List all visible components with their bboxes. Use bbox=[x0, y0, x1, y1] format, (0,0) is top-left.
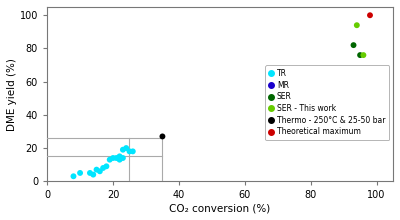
Point bbox=[360, 53, 367, 57]
X-axis label: CO₂ conversion (%): CO₂ conversion (%) bbox=[170, 203, 271, 213]
Point bbox=[93, 168, 100, 171]
Point bbox=[120, 156, 126, 160]
Point bbox=[103, 165, 110, 168]
Legend: TR, MR, SER, SER - This work, Thermo - 250°C & 25-50 bar, Theoretical maximum: TR, MR, SER, SER - This work, Thermo - 2… bbox=[266, 65, 389, 140]
Point bbox=[268, 88, 274, 92]
Point bbox=[350, 43, 357, 47]
Point bbox=[120, 148, 126, 151]
Point bbox=[159, 135, 166, 138]
Point bbox=[70, 174, 77, 178]
Point bbox=[367, 13, 373, 17]
Point bbox=[130, 150, 136, 153]
Point bbox=[116, 158, 123, 161]
Point bbox=[116, 155, 123, 158]
Point bbox=[77, 171, 83, 175]
Point bbox=[97, 170, 103, 173]
Point bbox=[123, 146, 129, 150]
Point bbox=[357, 53, 363, 57]
Point bbox=[87, 171, 93, 175]
Point bbox=[354, 24, 360, 27]
Point bbox=[126, 150, 133, 153]
Y-axis label: DME yield (%): DME yield (%) bbox=[7, 58, 17, 130]
Point bbox=[110, 156, 116, 160]
Point bbox=[106, 158, 113, 161]
Point bbox=[90, 173, 96, 176]
Point bbox=[100, 166, 106, 170]
Point bbox=[113, 156, 120, 160]
Point bbox=[274, 100, 281, 103]
